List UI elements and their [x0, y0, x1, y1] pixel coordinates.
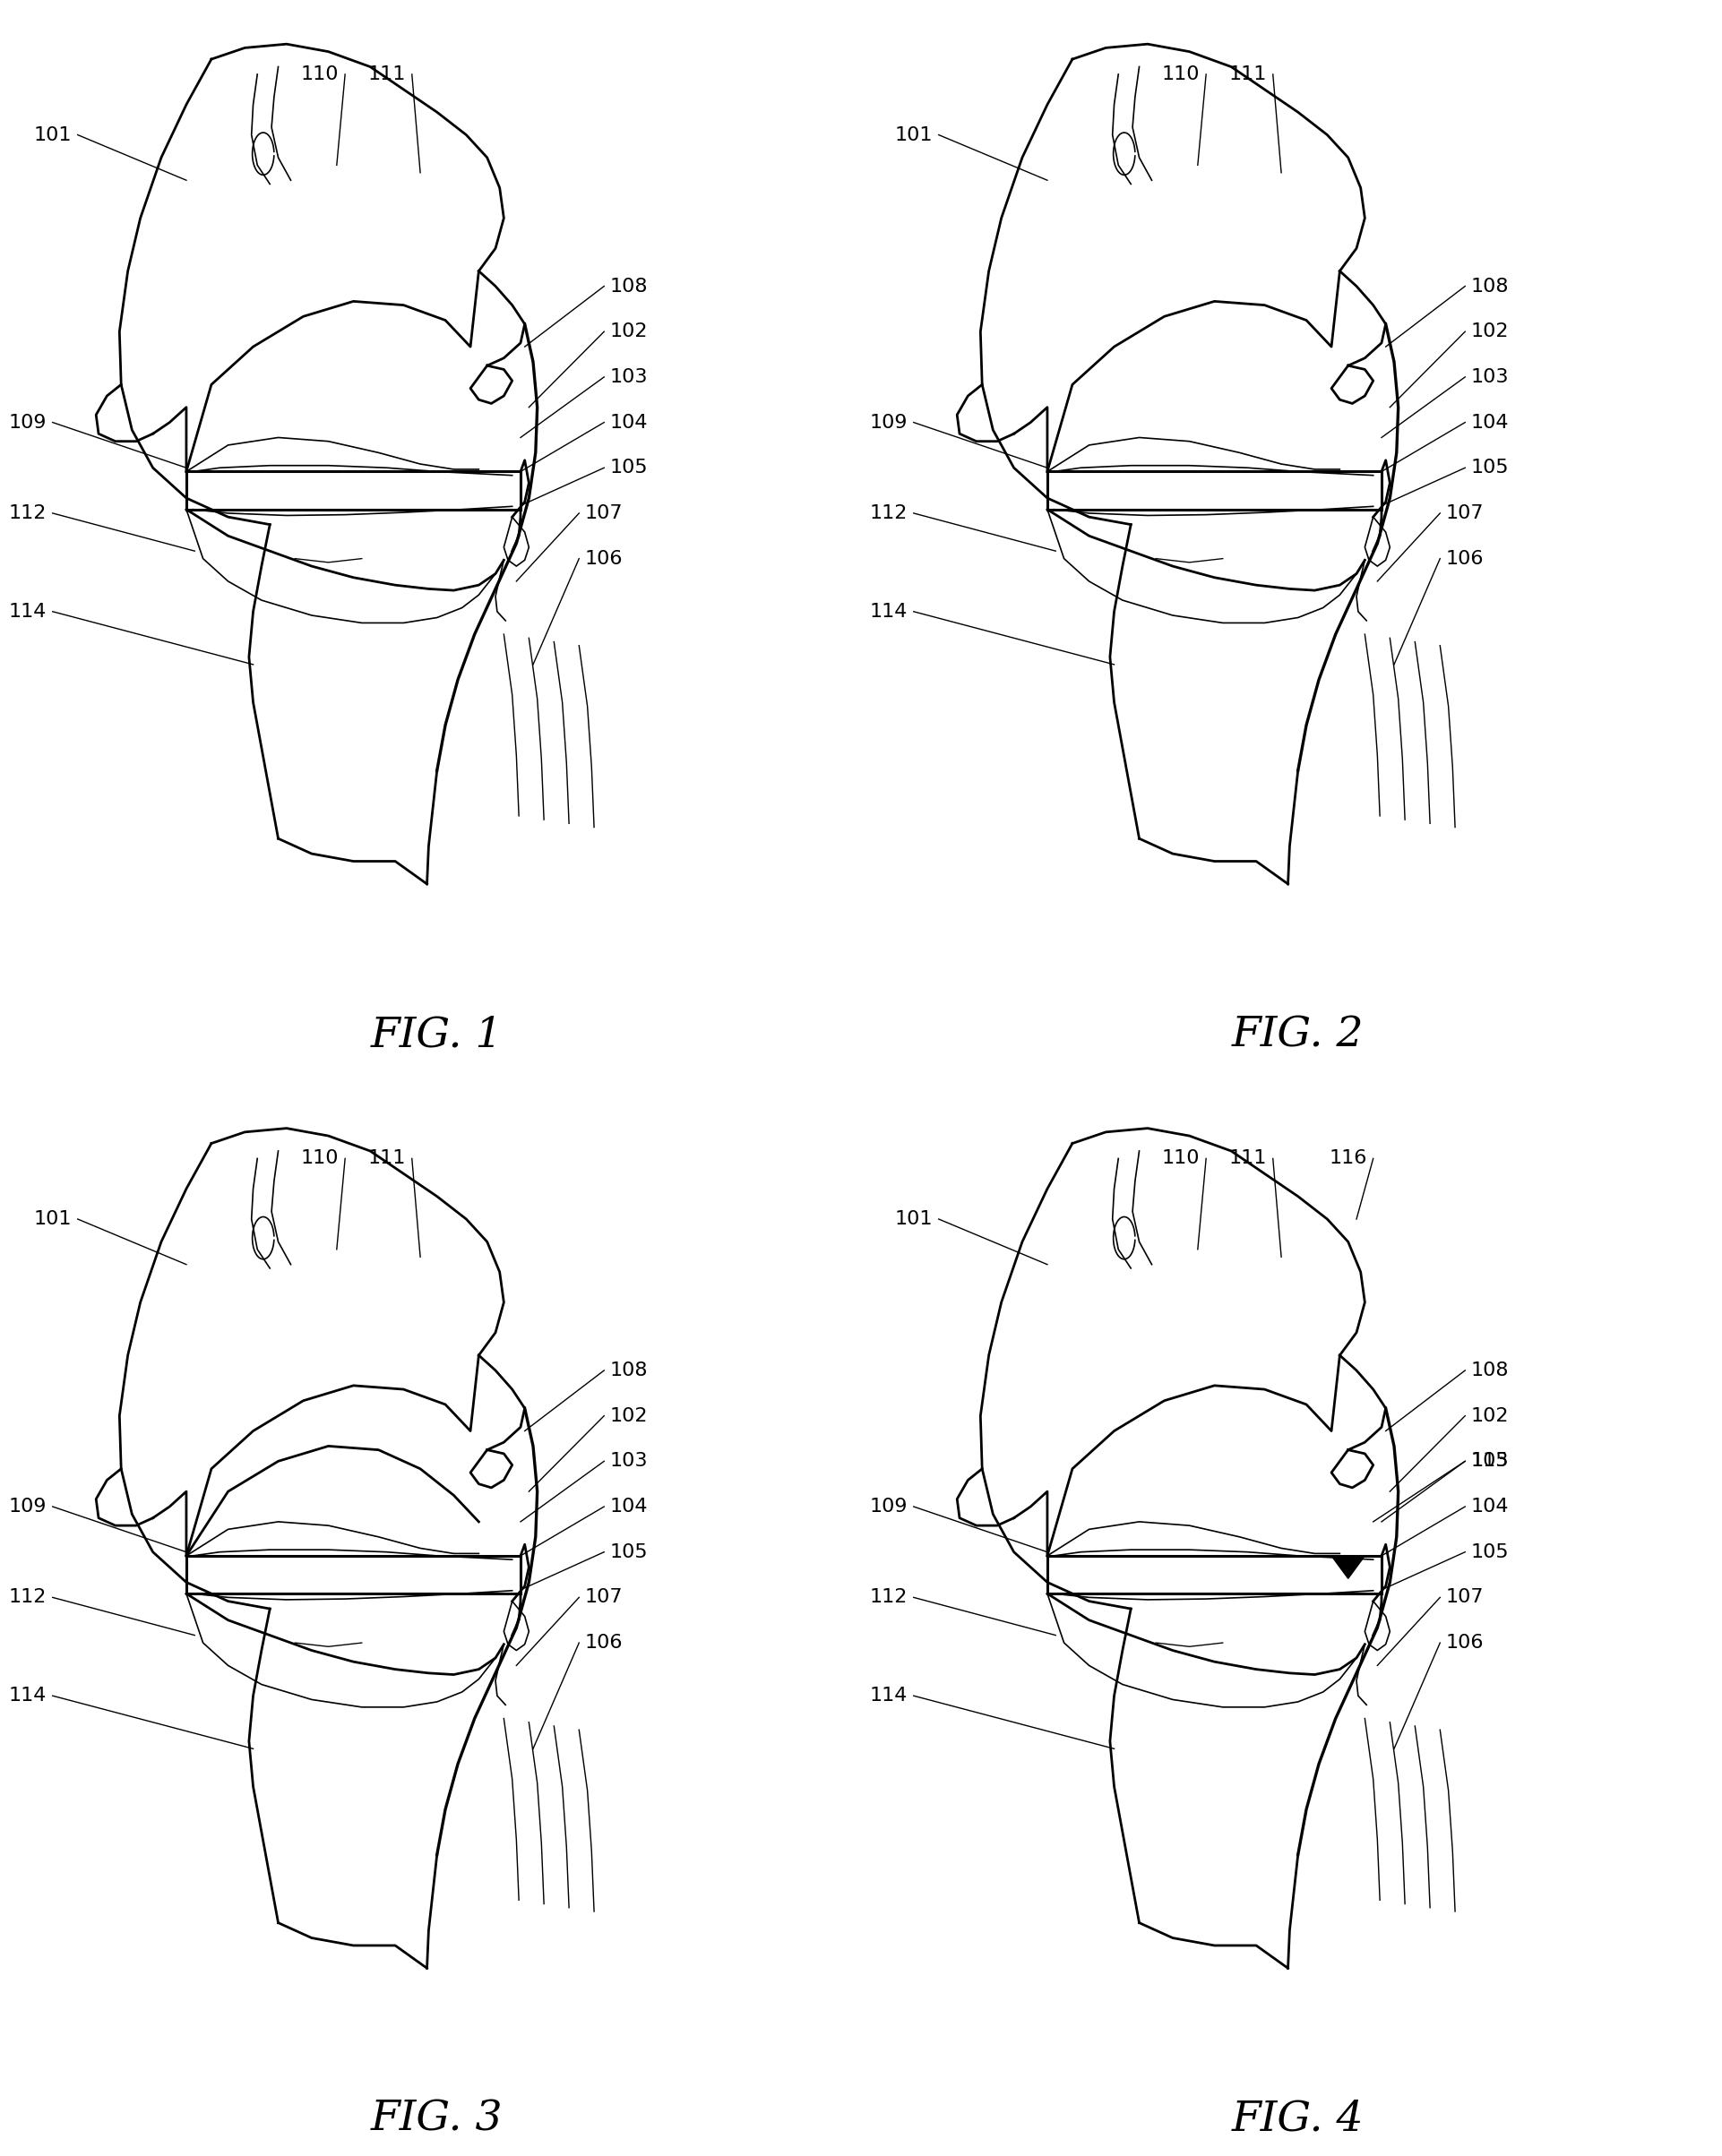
Text: 102: 102 [610, 323, 647, 341]
Text: 108: 108 [1471, 278, 1508, 295]
Text: 106: 106 [585, 1634, 623, 1651]
Text: 107: 107 [585, 505, 623, 522]
Text: 104: 104 [1471, 1498, 1508, 1516]
Text: 114: 114 [870, 602, 907, 621]
Text: 114: 114 [9, 1686, 46, 1705]
Text: 106: 106 [1446, 1634, 1484, 1651]
Text: 101: 101 [895, 125, 933, 144]
Text: 105: 105 [610, 1544, 647, 1561]
Text: 103: 103 [1471, 369, 1508, 386]
Text: 110: 110 [1162, 65, 1200, 84]
Text: 109: 109 [870, 414, 907, 431]
Text: 109: 109 [9, 1498, 46, 1516]
Text: 104: 104 [610, 414, 647, 431]
Text: 114: 114 [9, 602, 46, 621]
Text: 105: 105 [1471, 1544, 1508, 1561]
Text: 109: 109 [9, 414, 46, 431]
Text: 112: 112 [9, 1589, 46, 1606]
Text: 102: 102 [1471, 1408, 1508, 1425]
Text: 108: 108 [610, 278, 647, 295]
Text: 107: 107 [1446, 505, 1484, 522]
Text: FIG. 3: FIG. 3 [370, 2100, 503, 2139]
Text: 108: 108 [1471, 1360, 1508, 1380]
Text: 105: 105 [610, 459, 647, 476]
Text: 110: 110 [301, 1149, 339, 1169]
Text: 111: 111 [369, 65, 406, 84]
Text: 101: 101 [895, 1210, 933, 1229]
Text: 114: 114 [870, 1686, 907, 1705]
Text: 106: 106 [1446, 550, 1484, 567]
Text: 101: 101 [34, 1210, 72, 1229]
Text: 107: 107 [1446, 1589, 1484, 1606]
Text: 112: 112 [870, 505, 907, 522]
Text: 103: 103 [610, 369, 647, 386]
Text: FIG. 2: FIG. 2 [1231, 1015, 1364, 1056]
Text: 110: 110 [1162, 1149, 1200, 1169]
Text: 111: 111 [1230, 65, 1267, 84]
Text: 104: 104 [1471, 414, 1508, 431]
Text: 111: 111 [1230, 1149, 1267, 1169]
Text: 106: 106 [585, 550, 623, 567]
Text: 115: 115 [1471, 1453, 1508, 1470]
Text: 104: 104 [610, 1498, 647, 1516]
Text: 108: 108 [610, 1360, 647, 1380]
Polygon shape [1331, 1557, 1366, 1578]
Text: 109: 109 [870, 1498, 907, 1516]
Text: 112: 112 [9, 505, 46, 522]
Text: 102: 102 [610, 1408, 647, 1425]
Text: 112: 112 [870, 1589, 907, 1606]
Text: 103: 103 [1471, 1453, 1508, 1470]
Text: 103: 103 [610, 1453, 647, 1470]
Text: FIG. 1: FIG. 1 [370, 1015, 503, 1056]
Text: 116: 116 [1329, 1149, 1367, 1169]
Text: FIG. 4: FIG. 4 [1231, 2100, 1364, 2139]
Text: 105: 105 [1471, 459, 1508, 476]
Text: 102: 102 [1471, 323, 1508, 341]
Text: 101: 101 [34, 125, 72, 144]
Text: 111: 111 [369, 1149, 406, 1169]
Text: 110: 110 [301, 65, 339, 84]
Text: 107: 107 [585, 1589, 623, 1606]
